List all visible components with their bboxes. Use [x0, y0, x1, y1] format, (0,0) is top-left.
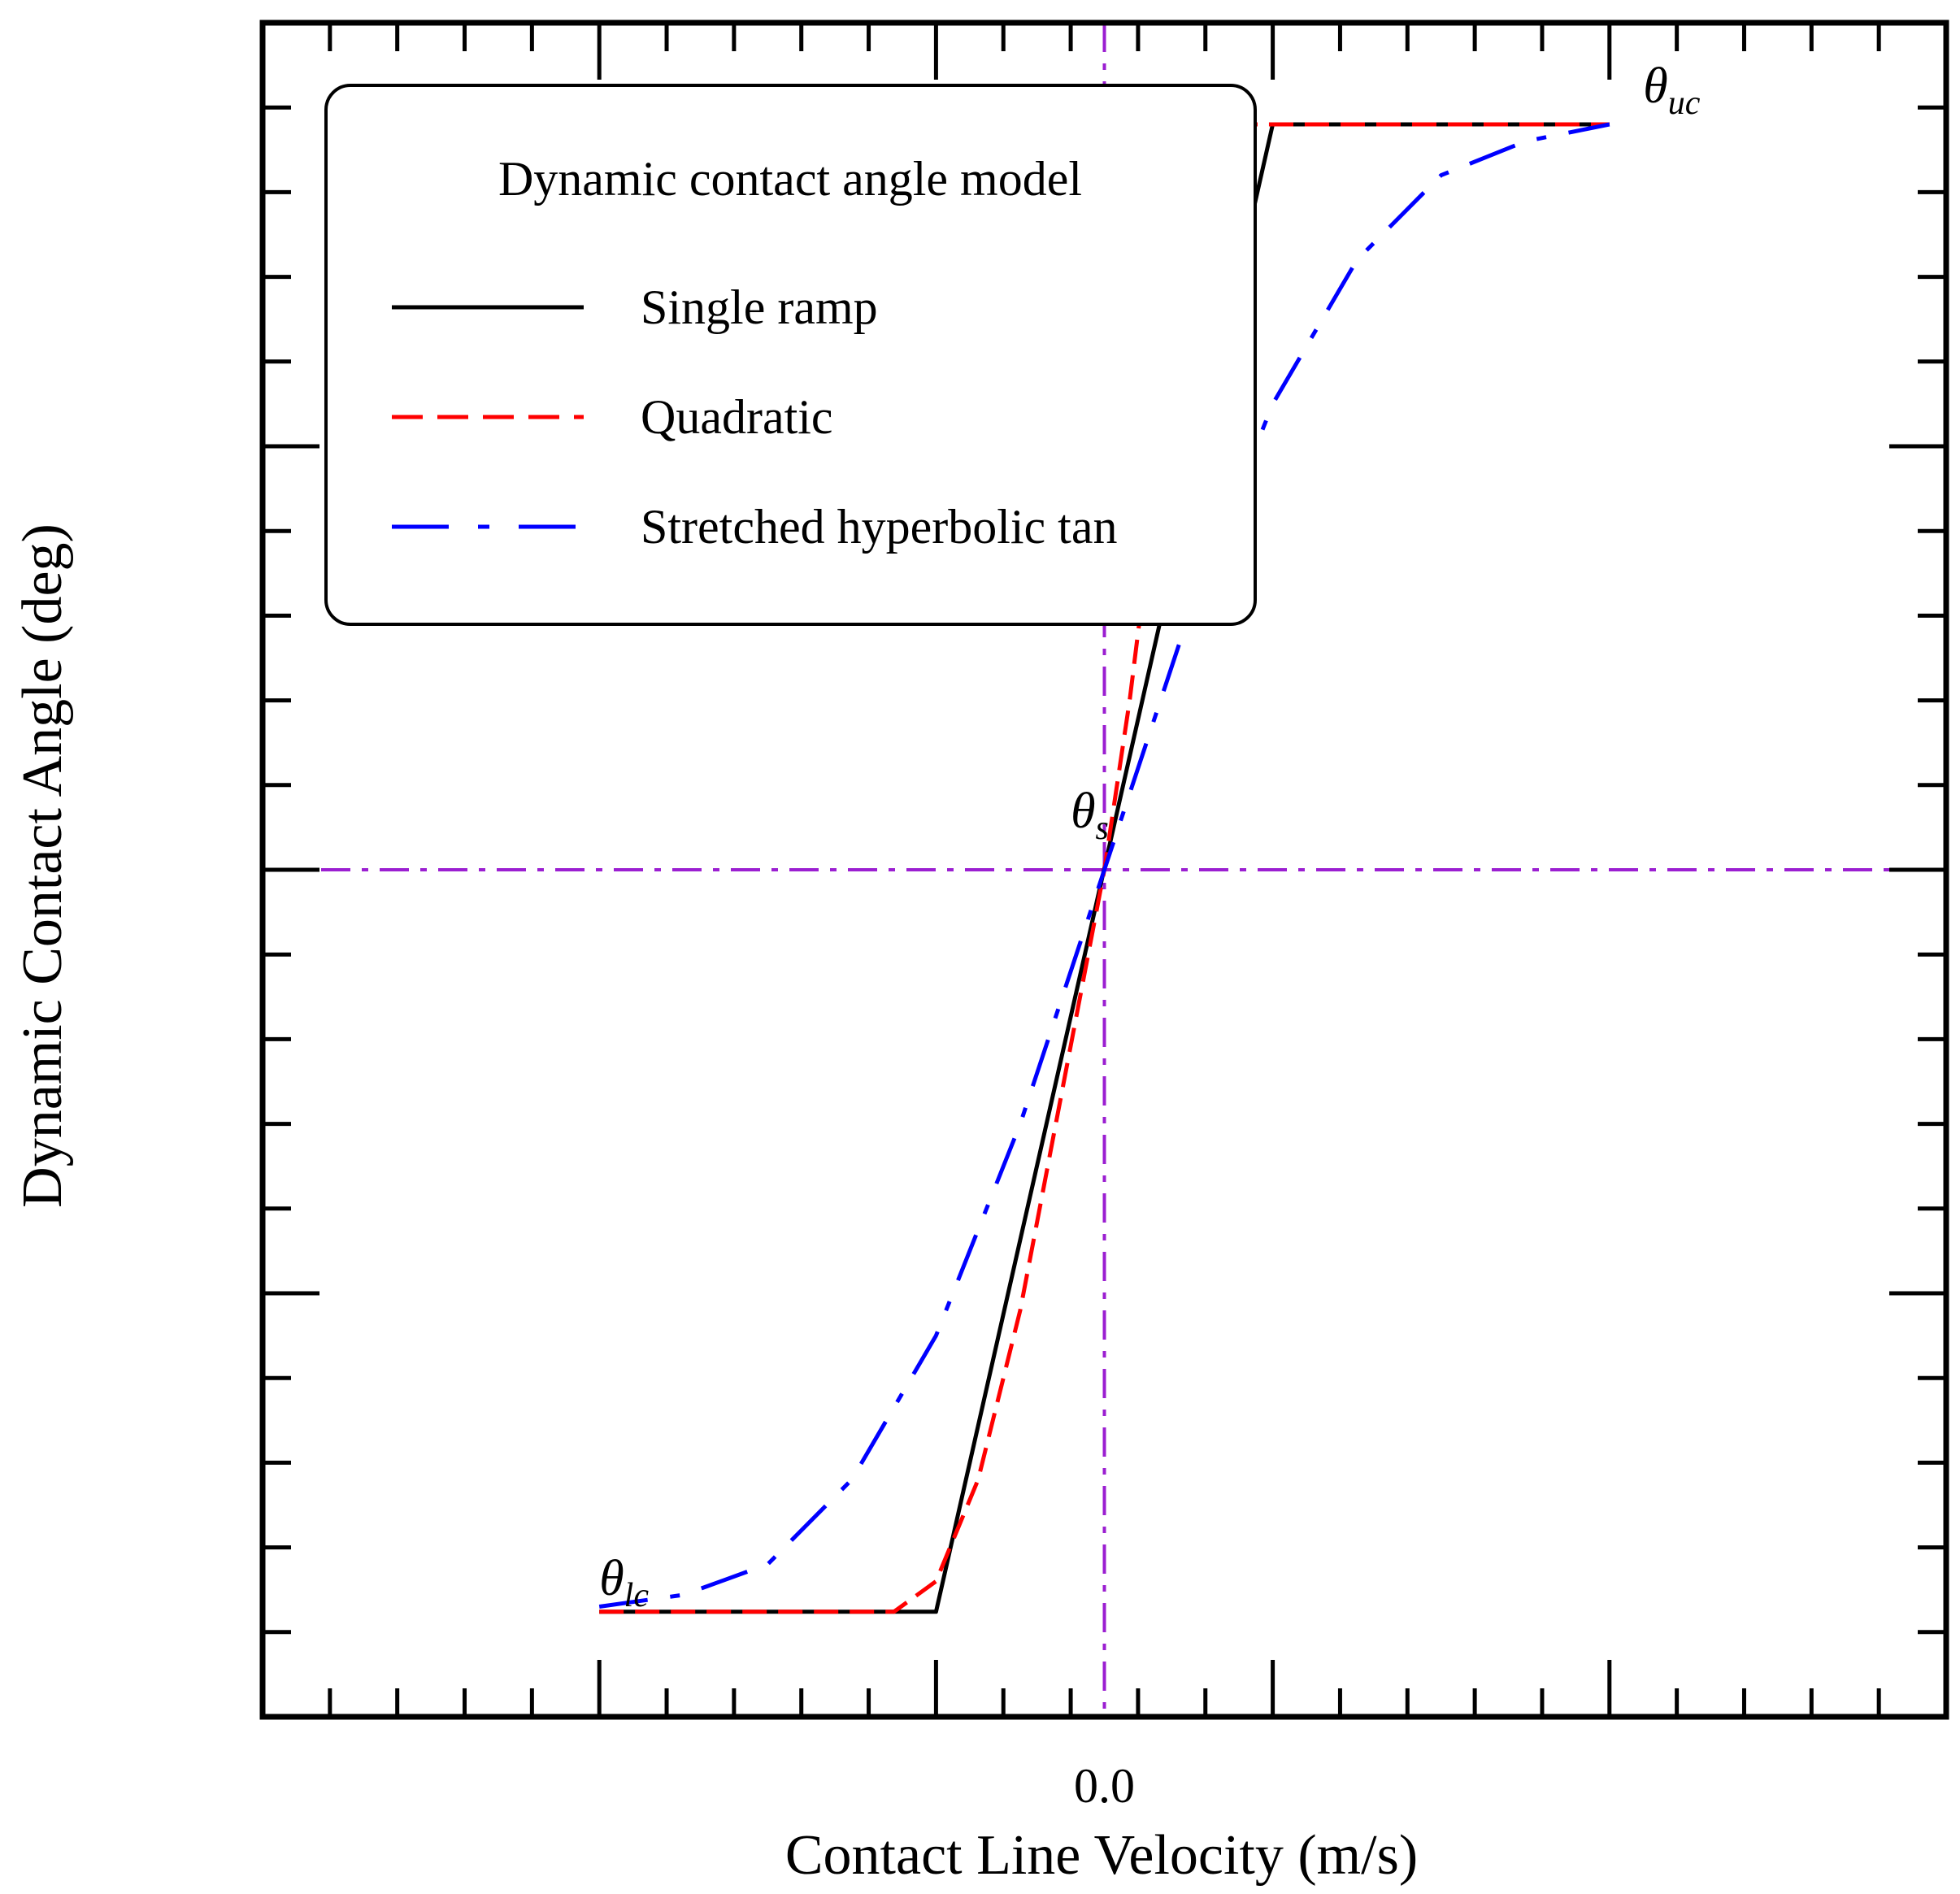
legend-entries: Single ramp Quadratic Stretched hyperbolic… — [392, 280, 1117, 554]
legend-label: Single ramp — [641, 280, 878, 334]
x-axis-label: Contact Line Velocity (m/s) — [785, 1824, 1418, 1887]
legend-label: Quadratic — [641, 390, 833, 444]
legend-label: Stretched hyperbolic tan — [641, 500, 1117, 554]
x-tick-label: 0.0 — [1074, 1759, 1135, 1813]
annotation-theta-uc: θuc — [1643, 59, 1700, 122]
legend-box — [324, 84, 1257, 626]
series-line-stretched-hyperbolic-tan — [598, 122, 1610, 1609]
series-layer — [598, 122, 1610, 1614]
legend: Dynamic contact angle model Single ramp Q… — [324, 84, 1257, 626]
axes: 0.0 — [259, 20, 1949, 1813]
annotation-theta-s: θs — [1071, 784, 1109, 847]
annotations: θuc θs θlc — [599, 59, 1700, 1614]
y-axis-label: Dynamic Contact Angle (deg) — [11, 523, 74, 1208]
legend-title: Dynamic contact angle model — [498, 152, 1082, 206]
annotation-theta-lc: θlc — [599, 1551, 649, 1614]
